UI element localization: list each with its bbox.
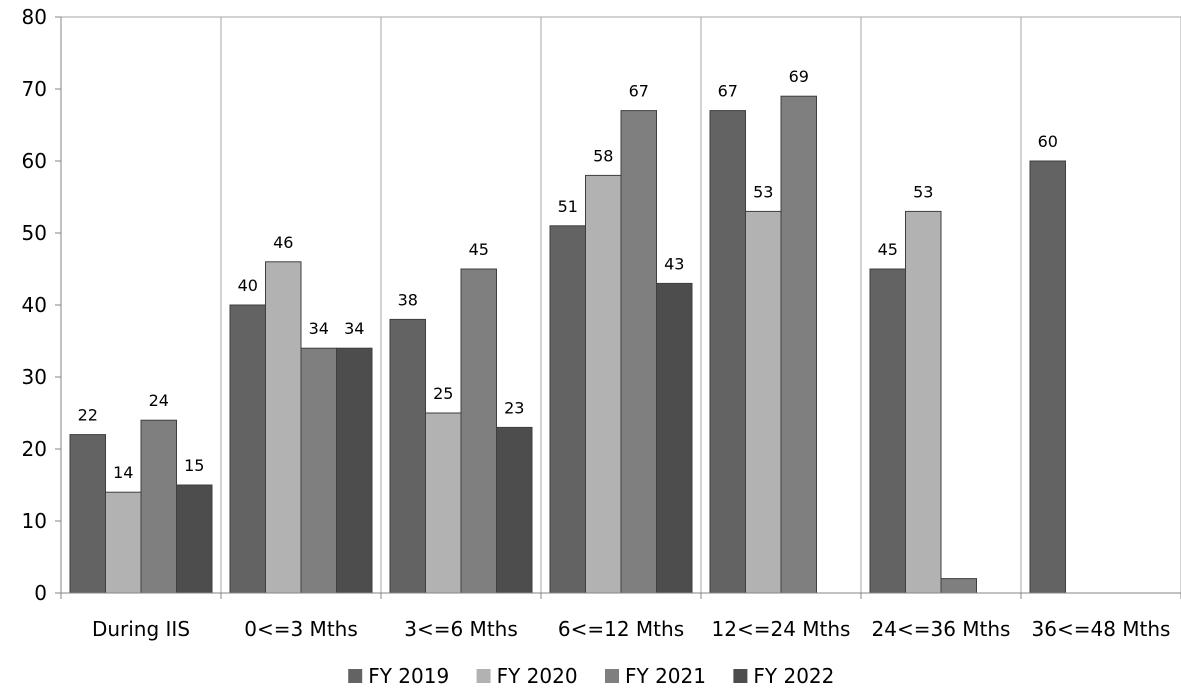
y-tick-label: 20 bbox=[22, 437, 47, 461]
legend-swatch bbox=[733, 669, 748, 683]
legend-swatch bbox=[605, 669, 619, 683]
bar bbox=[1029, 160, 1066, 594]
bar bbox=[709, 110, 746, 594]
bar bbox=[265, 261, 302, 594]
data-label: 34 bbox=[344, 319, 364, 338]
data-label: 43 bbox=[664, 254, 684, 273]
data-label: 67 bbox=[718, 82, 738, 101]
data-label: 45 bbox=[878, 240, 898, 259]
y-tick-label: 40 bbox=[22, 293, 47, 317]
data-label: 53 bbox=[913, 182, 933, 201]
y-tick-label: 70 bbox=[22, 77, 47, 101]
bar bbox=[425, 412, 462, 594]
bar bbox=[69, 434, 106, 594]
x-tick-label: 36<=48 Mths bbox=[1032, 617, 1171, 641]
data-label: 58 bbox=[593, 146, 613, 165]
data-label: 67 bbox=[629, 82, 649, 101]
bar bbox=[105, 491, 142, 594]
y-tick-label: 10 bbox=[22, 509, 47, 533]
x-tick-label: 0<=3 Mths bbox=[244, 617, 358, 641]
data-label: 53 bbox=[753, 182, 773, 201]
bar bbox=[905, 210, 942, 594]
legend-swatch bbox=[348, 669, 363, 683]
y-tick-label: 0 bbox=[34, 581, 47, 605]
data-label: 51 bbox=[558, 197, 578, 216]
bar bbox=[940, 578, 977, 594]
y-tick-label: 30 bbox=[22, 365, 47, 389]
legend-item: FY 2021 bbox=[605, 664, 706, 688]
bars-layer bbox=[69, 95, 1066, 594]
bar bbox=[336, 347, 373, 594]
data-label: 46 bbox=[273, 233, 293, 252]
labels-layer: 22 40 38 51 67 45 60 14 46 25 58 53 53 24 34 45 67 69 15 34… bbox=[78, 67, 1058, 482]
bar bbox=[585, 174, 622, 594]
x-tick-label: During IIS bbox=[92, 617, 190, 641]
bar bbox=[549, 225, 586, 594]
data-label: 25 bbox=[433, 384, 453, 403]
x-tick-label: 24<=36 Mths bbox=[872, 617, 1011, 641]
legend: FY 2019 FY 2020 FY 2021 FY 2022 bbox=[348, 664, 834, 688]
y-tick-label: 60 bbox=[22, 149, 47, 173]
x-tick-label: 12<=24 Mths bbox=[712, 617, 851, 641]
axis-layer: 0 10 20 30 40 50 60 70 80 During IIS 0<=3 Mths 3<=6… bbox=[22, 5, 1181, 641]
data-label: 15 bbox=[184, 456, 204, 475]
bar bbox=[300, 347, 337, 594]
bar bbox=[176, 484, 213, 594]
x-tick-label: 3<=6 Mths bbox=[404, 617, 518, 641]
data-label: 60 bbox=[1038, 132, 1058, 151]
bar bbox=[780, 95, 817, 594]
bar bbox=[745, 210, 782, 594]
data-label: 45 bbox=[469, 240, 489, 259]
data-label: 14 bbox=[113, 463, 133, 482]
legend-label: FY 2020 bbox=[497, 664, 578, 688]
legend-item: FY 2022 bbox=[733, 664, 834, 688]
legend-label: FY 2021 bbox=[625, 664, 706, 688]
bar bbox=[140, 419, 177, 594]
bar bbox=[496, 426, 533, 594]
data-label: 40 bbox=[238, 276, 258, 295]
bar bbox=[460, 268, 497, 594]
data-label: 24 bbox=[149, 391, 169, 410]
x-tick-label: 6<=12 Mths bbox=[558, 617, 684, 641]
data-label: 22 bbox=[78, 406, 98, 425]
data-label: 69 bbox=[789, 67, 809, 86]
y-tick-label: 80 bbox=[22, 5, 47, 29]
data-label: 34 bbox=[309, 319, 329, 338]
data-label: 38 bbox=[398, 290, 418, 309]
bar bbox=[620, 110, 657, 594]
legend-swatch bbox=[476, 669, 491, 683]
bar bbox=[656, 282, 693, 594]
legend-label: FY 2022 bbox=[753, 664, 834, 688]
bar bbox=[229, 304, 266, 594]
bar bbox=[389, 318, 426, 594]
grid-layer bbox=[61, 16, 1181, 593]
bar bbox=[869, 268, 906, 594]
legend-label: FY 2019 bbox=[368, 664, 449, 688]
data-label: 23 bbox=[504, 398, 524, 417]
y-tick-label: 50 bbox=[22, 221, 47, 245]
legend-item: FY 2019 bbox=[348, 664, 449, 688]
legend-item: FY 2020 bbox=[476, 664, 578, 688]
